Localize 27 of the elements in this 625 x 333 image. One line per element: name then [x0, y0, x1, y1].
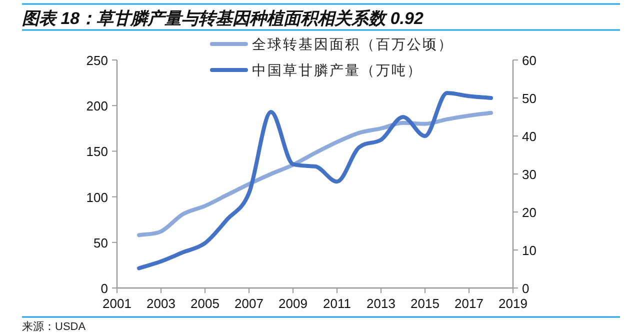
x-tick-label: 2003 [146, 296, 176, 311]
x-tick-label: 2009 [278, 296, 308, 311]
y2-tick-label: 0 [522, 281, 530, 296]
y-tick-label: 100 [86, 190, 108, 205]
x-tick-label: 2001 [102, 296, 132, 311]
x-tick-label: 2015 [410, 296, 440, 311]
y2-tick-label: 40 [522, 129, 536, 144]
y2-tick-label: 30 [522, 167, 536, 182]
x-tick-label: 2019 [498, 296, 528, 311]
y-tick-label: 200 [86, 98, 108, 114]
y-tick-label: 150 [86, 144, 108, 160]
legend-label: 中国草甘膦产量（万吨） [252, 62, 422, 78]
y2-tick-label: 20 [522, 205, 536, 220]
y-tick-label: 0 [100, 281, 108, 296]
title: 图表 18：草甘膦产量与转基因种植面积相关系数 0.92 [22, 9, 424, 28]
x-tick-label: 2017 [454, 296, 484, 311]
x-tick-label: 2013 [366, 296, 396, 311]
x-tick-label: 2007 [234, 296, 264, 311]
y2-tick-label: 50 [522, 91, 536, 106]
y2-tick-label: 60 [522, 53, 536, 68]
y-tick-label: 250 [86, 53, 108, 68]
y2-tick-label: 10 [522, 243, 536, 258]
y-tick-label: 50 [94, 235, 108, 250]
x-tick-label: 2005 [190, 296, 220, 311]
x-tick-label: 2011 [323, 296, 351, 311]
legend-label: 全球转基因面积（百万公顷） [252, 36, 454, 52]
source-note: 来源：USDA [22, 320, 86, 333]
